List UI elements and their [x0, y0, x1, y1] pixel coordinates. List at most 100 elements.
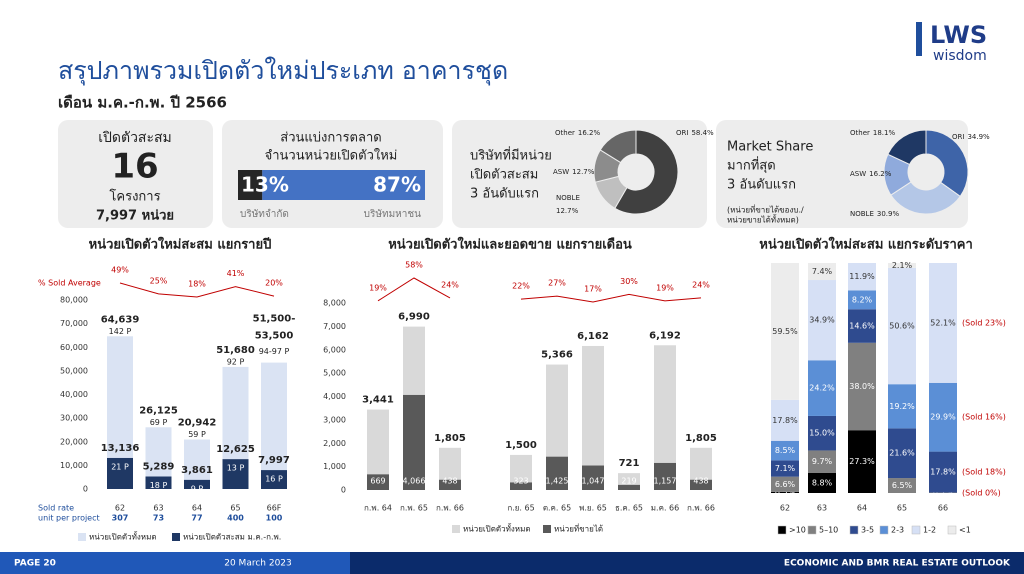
value-label: 51,500-53,500	[253, 314, 296, 342]
project-count: 18 P	[150, 481, 168, 490]
segment-label: 17.8%	[772, 416, 798, 425]
slice-value: 34.9%	[967, 133, 990, 141]
logo-tagline: wisdom	[933, 48, 987, 64]
segment-label: 6.6%	[775, 480, 796, 489]
units-per-project: 400	[227, 514, 244, 523]
x-tick-label: 62	[115, 504, 125, 513]
sold-bar	[145, 476, 172, 489]
line-label: 25%	[150, 276, 168, 285]
value-label: 438	[693, 477, 708, 486]
total-bar	[261, 362, 287, 489]
y-tick-label: 80,000	[60, 296, 88, 305]
legend-label: หน่วยที่ขายได้	[554, 523, 603, 534]
legend-swatch	[911, 525, 921, 535]
segment-label: 21.6%	[889, 449, 915, 458]
segment-label: 14.6%	[849, 322, 875, 331]
y-tick-label: 10,000	[60, 461, 88, 470]
line-label: 18%	[188, 280, 206, 289]
sold-bar	[690, 479, 712, 490]
x-tick-label: 65	[230, 504, 240, 513]
page-subtitle: เดือน ม.ค.-ก.พ. ปี 2566	[58, 94, 227, 112]
segment-label: 8.2%	[852, 295, 873, 304]
card-label: เปิดตัวสะสม	[98, 130, 172, 146]
card-subtitle: จำนวนหน่วยเปิดตัวใหม่	[265, 148, 398, 164]
segment	[771, 476, 799, 492]
segment	[808, 280, 836, 361]
segment	[929, 451, 957, 493]
x-tick-label: ก.พ. 64	[364, 504, 392, 513]
legend-swatch	[452, 525, 460, 533]
x-tick-label: ก.ย. 65	[507, 504, 534, 513]
segment	[808, 263, 836, 281]
segment-label: 2.1%	[892, 261, 913, 270]
legend-swatch	[879, 525, 889, 535]
value-label: 13,136	[101, 443, 140, 454]
card-title: มากที่สุด	[727, 157, 776, 174]
line-label: 49%	[111, 266, 129, 275]
legend-label: 3-5	[861, 526, 874, 535]
card-note: หน่วยขายได้ทั้งหมด)	[727, 214, 799, 225]
sold-label: (Sold 23%)	[962, 318, 1006, 327]
project-count: 94-97 P	[259, 347, 290, 356]
segment-label: 50.6%	[889, 322, 915, 331]
total-bar	[654, 345, 676, 490]
value-label: 1,805	[685, 433, 717, 444]
value-label: 6,162	[577, 331, 609, 342]
units-per-project: 100	[266, 514, 283, 523]
segment-label: 7.4%	[812, 267, 833, 276]
total-bar	[690, 447, 712, 490]
segment-label: 7.1%	[775, 464, 796, 473]
x-tick-label: 64	[192, 504, 202, 513]
legend-swatch	[78, 533, 86, 541]
slice-name: ORI	[952, 133, 964, 141]
chart-title: หน่วยเปิดตัวใหม่สะสม แยกระดับราคา	[759, 236, 973, 253]
sold-line	[520, 293, 702, 303]
slice-name: ASW	[850, 170, 866, 178]
legend-swatch	[543, 525, 551, 533]
units-per-project: 73	[153, 514, 164, 523]
y-tick-label: 8,000	[323, 299, 346, 308]
legend-swatch	[777, 525, 787, 535]
segment-label: 52.1%	[930, 318, 956, 327]
segment-label: 9.7%	[812, 457, 833, 466]
y-tick-label: 60,000	[60, 343, 88, 352]
sold-label: (Sold 0%)	[962, 488, 1001, 497]
sold-bar	[439, 479, 461, 490]
y-tick-label: 40,000	[60, 390, 88, 399]
row-label: unit per project	[38, 514, 100, 523]
slice-value: 16.2%	[578, 129, 601, 137]
line-label: 58%	[405, 261, 423, 270]
total-bar	[439, 447, 461, 490]
segment	[848, 430, 876, 493]
line-name: % Sold Average	[38, 279, 101, 288]
card-title: 3 อันดับแรก	[727, 178, 796, 193]
segment	[848, 290, 876, 310]
legend-label: หน่วยเปิดตัวสะสม ม.ค.-ก.พ.	[183, 533, 281, 542]
slice-value: 58.4%	[691, 129, 714, 137]
line-label: 41%	[227, 269, 245, 278]
row-label: Sold rate	[38, 504, 74, 513]
y-tick-label: 5,000	[323, 369, 346, 378]
legend-label: 1-2	[923, 526, 936, 535]
sold-bar	[222, 459, 249, 489]
y-tick-label: 0	[83, 485, 88, 494]
value-label: 20,942	[178, 418, 217, 429]
sold-bar	[184, 479, 210, 489]
chart-title: หน่วยเปิดตัวใหม่และยอดขาย แยกรายเดือน	[388, 236, 632, 253]
sold-bar	[403, 394, 425, 490]
line-label: 27%	[548, 279, 566, 288]
legend-swatch	[947, 525, 957, 535]
card-unit: โครงการ	[109, 189, 160, 205]
footer-bar-left	[0, 552, 350, 574]
sold-bar	[654, 462, 676, 490]
value-label: 12,625	[216, 444, 255, 455]
y-tick-label: 1,000	[323, 462, 346, 471]
legend-label: หน่วยเปิดตัวทั้งหมด	[463, 523, 531, 534]
slice-value: 30.9%	[877, 210, 900, 218]
line-label: 30%	[620, 277, 638, 286]
sold-line	[119, 282, 275, 298]
line-label: 19%	[369, 283, 387, 292]
project-count: 13 P	[227, 464, 245, 473]
segment-label: 8.8%	[812, 478, 833, 487]
sold-label: (Sold 16%)	[962, 413, 1006, 422]
